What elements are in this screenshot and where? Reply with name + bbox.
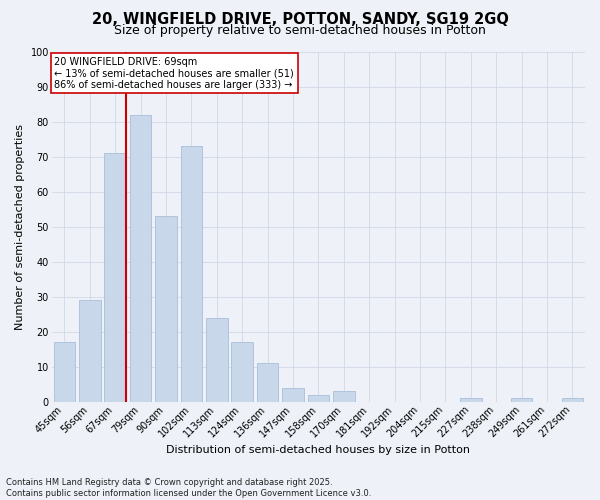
Bar [104, 153, 126, 402]
Bar [232, 342, 253, 402]
Bar [206, 318, 227, 402]
Bar [130, 114, 151, 402]
X-axis label: Distribution of semi-detached houses by size in Potton: Distribution of semi-detached houses by … [166, 445, 470, 455]
Text: 20 WINGFIELD DRIVE: 69sqm
← 13% of semi-detached houses are smaller (51)
86% of : 20 WINGFIELD DRIVE: 69sqm ← 13% of semi-… [55, 57, 294, 90]
Bar [257, 363, 278, 402]
Bar [511, 398, 532, 402]
Bar [155, 216, 177, 402]
Text: 20, WINGFIELD DRIVE, POTTON, SANDY, SG19 2GQ: 20, WINGFIELD DRIVE, POTTON, SANDY, SG19… [92, 12, 508, 28]
Text: Size of property relative to semi-detached houses in Potton: Size of property relative to semi-detach… [114, 24, 486, 37]
Y-axis label: Number of semi-detached properties: Number of semi-detached properties [15, 124, 25, 330]
Bar [282, 388, 304, 402]
Bar [562, 398, 583, 402]
Bar [79, 300, 101, 402]
Bar [181, 146, 202, 402]
Bar [460, 398, 482, 402]
Text: Contains HM Land Registry data © Crown copyright and database right 2025.
Contai: Contains HM Land Registry data © Crown c… [6, 478, 371, 498]
Bar [333, 391, 355, 402]
Bar [53, 342, 75, 402]
Bar [308, 394, 329, 402]
